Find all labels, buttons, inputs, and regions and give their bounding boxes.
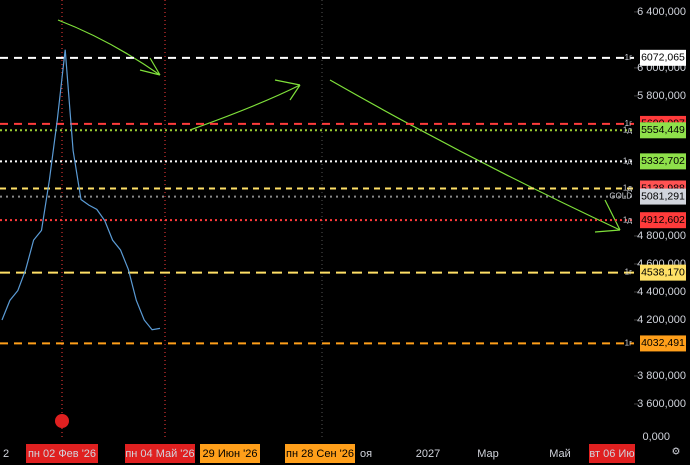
x-tick-label: 2027: [416, 448, 440, 460]
event-icon[interactable]: [55, 414, 69, 428]
level-label: 5332,702: [641, 155, 685, 167]
price-line: [1, 49, 161, 331]
level-label: 4538,170: [641, 266, 685, 278]
level-interval: 1д: [623, 125, 632, 134]
x-tick-label: вт 06 Ию: [589, 448, 634, 460]
x-tick-label: 2: [3, 448, 9, 460]
level-label: 4912,602: [641, 214, 685, 226]
level-interval: 1д: [623, 184, 632, 193]
level-tag: [640, 212, 686, 229]
level-label: 6072,065: [641, 52, 685, 64]
level-interval: 1д: [623, 215, 632, 224]
level-interval: 1г: [625, 268, 632, 277]
y-tick-label: 5 800,000: [637, 90, 686, 102]
level-label: 5554,449: [641, 124, 685, 136]
arrow-drawing: [329, 79, 621, 233]
level-tag: [640, 49, 686, 66]
level-interval: GOLD: [609, 192, 632, 201]
y-tick-label: 4 400,000: [637, 286, 686, 298]
x-tick-label: пн 04 Май '26: [125, 448, 194, 460]
level-interval: 1д: [623, 156, 632, 165]
x-tick-label: пн 02 Фев '26: [28, 448, 96, 460]
drawings: [57, 19, 621, 233]
arrow-drawing: [57, 19, 161, 76]
y-tick-label: 4 800,000: [637, 230, 686, 242]
arrow-drawing: [189, 79, 301, 131]
settings-icon[interactable]: ⚙: [672, 447, 681, 458]
level-interval: 1г: [625, 339, 632, 348]
x-tick-label: 29 Июн '26: [203, 448, 258, 460]
x-label-tag: [125, 444, 195, 463]
level-tag: [640, 335, 686, 352]
x-tick-label: оя: [360, 448, 372, 460]
y-tick-label: 4 200,000: [637, 314, 686, 326]
level-interval: 1г: [625, 119, 632, 128]
y-tick-label: 3 600,000: [637, 398, 686, 410]
x-tick-label: Мар: [477, 448, 499, 460]
level-tag: [640, 264, 686, 281]
x-label-tag: [200, 444, 260, 463]
x-label-tag: [26, 444, 98, 463]
level-tag: [640, 153, 686, 170]
level-tag: [640, 122, 686, 139]
level-label: 4032,491: [641, 337, 685, 349]
x-tick-label: Май: [549, 448, 571, 460]
y-tick-label: 3 800,000: [637, 370, 686, 382]
level-interval: 1г: [625, 53, 632, 62]
x-label-tag: [589, 444, 635, 463]
x-label-tag: [285, 444, 355, 463]
volume-axis-label: 0,000: [642, 431, 670, 443]
level-label: 5081,291: [641, 190, 685, 202]
y-tick-label: 6 400,000: [637, 6, 686, 18]
level-tag: [640, 188, 686, 205]
x-tick-label: пн 28 Сен '26: [286, 448, 354, 460]
